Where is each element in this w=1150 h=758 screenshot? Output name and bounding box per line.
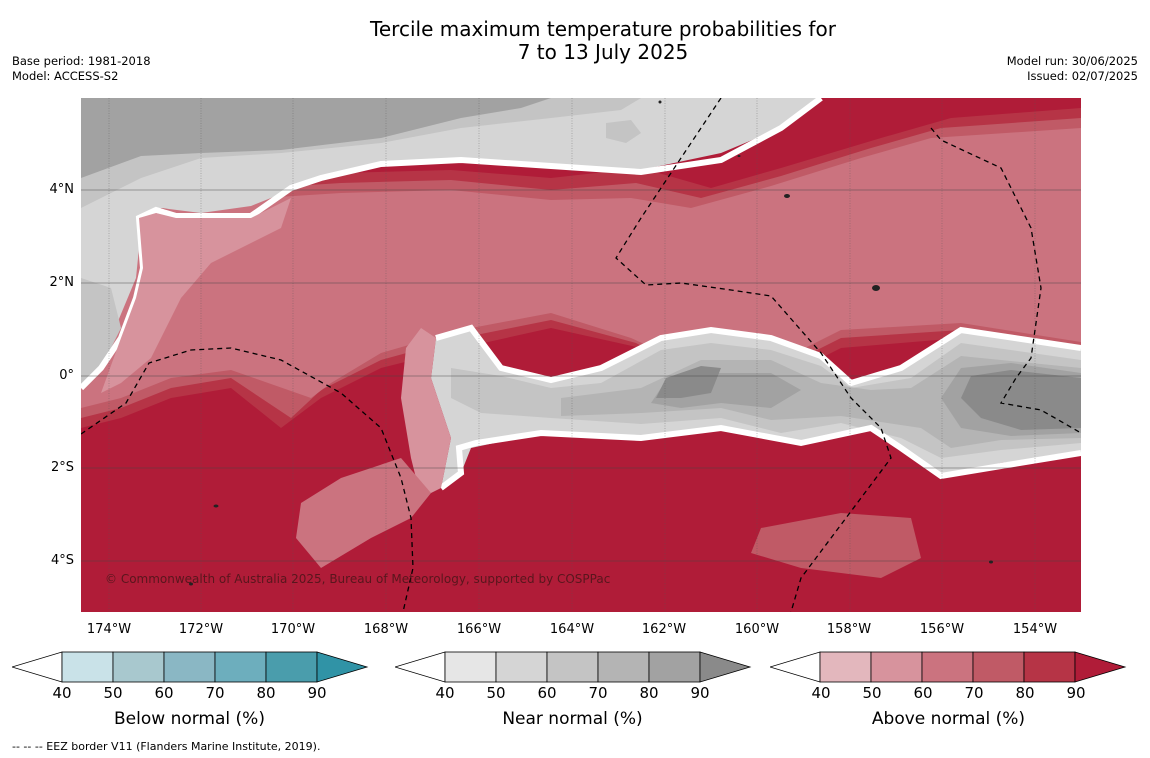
map-latlines (81, 189, 1081, 562)
colorbar-segment (1023, 651, 1076, 683)
colorbar-tick: 50 (486, 684, 506, 702)
eez-borders (81, 98, 1081, 612)
probability-map: © Commonwealth of Australia 2025, Bureau… (81, 98, 1081, 612)
meta-left: Base period: 1981-2018 Model: ACCESS-S2 (12, 54, 151, 84)
colorbar-left-arrow (10, 651, 63, 683)
lon-label-166w: 166°W (456, 622, 502, 637)
issued-date: Issued: 02/07/2025 (1027, 69, 1138, 83)
colorbar-above-normal (768, 650, 1130, 688)
colorbar-tick: 80 (256, 684, 276, 702)
colorbar-below-normal (10, 650, 372, 688)
colorbar-segment (648, 651, 701, 683)
lat-label-2s: 2°S (50, 460, 74, 475)
lon-label-154w: 154°W (1012, 622, 1058, 637)
colorbar-segment (972, 651, 1025, 683)
colorbar-tick: 50 (862, 684, 882, 702)
model-run: Model run: 30/06/2025 (1006, 54, 1138, 68)
colorbar-tick: 70 (588, 684, 608, 702)
colorbar-below-svg (10, 651, 369, 683)
title-line-2: 7 to 13 July 2025 (517, 40, 689, 64)
lon-label-170w: 170°W (270, 622, 316, 637)
colorbar-segment (546, 651, 599, 683)
colorbar-tick: 70 (964, 684, 984, 702)
colorbar-tick: 80 (1015, 684, 1035, 702)
near-above-boundary-north (81, 98, 823, 391)
lon-label-164w: 164°W (549, 622, 595, 637)
colorbar-tick: 40 (811, 684, 831, 702)
colorbar-tick: 70 (205, 684, 225, 702)
colorbar-segment (495, 651, 548, 683)
near-normal-north (81, 98, 821, 388)
colorbar-segment (163, 651, 216, 683)
above-50-band-north (101, 198, 291, 393)
lon-label-172w: 172°W (178, 622, 224, 637)
colorbar-tick: 60 (154, 684, 174, 702)
base-period: Base period: 1981-2018 (12, 54, 151, 68)
lon-label-156w: 156°W (919, 622, 965, 637)
above-70-band-southeast (751, 513, 921, 578)
colorbar-right-arrow (316, 651, 369, 683)
colorbar-segment (597, 651, 650, 683)
map-title: Tercile maximum temperature probabilitie… (0, 18, 1150, 64)
near-normal-north-east-blob (606, 120, 641, 143)
colorbar-near-svg (393, 651, 752, 683)
islands (189, 100, 993, 586)
colorbar-above-svg (768, 651, 1127, 683)
above-60-band-south (296, 458, 431, 568)
colorbar-tick: 80 (639, 684, 659, 702)
near-normal-north-80 (81, 98, 551, 178)
colorbar-segment (870, 651, 923, 683)
lat-label-2n: 2°N (49, 275, 75, 290)
lat-label-4s: 4°S (50, 553, 74, 568)
meta-right: Model run: 30/06/2025 Issued: 02/07/2025 (1007, 54, 1138, 84)
lon-label-160w: 160°W (734, 622, 780, 637)
lon-label-158w: 158°W (826, 622, 872, 637)
colorbar-near-normal (393, 650, 755, 688)
colorbar-segment (61, 651, 114, 683)
lon-label-174w: 174°W (86, 622, 132, 637)
map-svg (81, 98, 1081, 612)
colorbar-segment (444, 651, 497, 683)
colorbar-near-label: Near normal (%) (502, 709, 643, 729)
colorbar-tick: 60 (537, 684, 557, 702)
colorbar-tick: 40 (52, 684, 72, 702)
colorbar-segment (265, 651, 318, 683)
colorbar-tick: 40 (435, 684, 455, 702)
colorbar-tick: 60 (913, 684, 933, 702)
lon-label-162w: 162°W (641, 622, 687, 637)
map-gridlines (108, 98, 1036, 612)
colorbar-segment (921, 651, 974, 683)
colorbar-segment (819, 651, 872, 683)
copyright-text: © Commonwealth of Australia 2025, Bureau… (105, 572, 611, 586)
colorbar-tick: 90 (1066, 684, 1086, 702)
colorbar-above-label: Above normal (%) (871, 709, 1026, 729)
model-name: Model: ACCESS-S2 (12, 69, 119, 83)
colorbar-left-arrow (393, 651, 446, 683)
near-above-boundary-central (435, 324, 1081, 491)
near-normal-central-90 (656, 366, 1081, 430)
above-50-band-central (401, 328, 451, 498)
near-normal-north-west-strip (81, 278, 121, 388)
lon-label-168w: 168°W (363, 622, 409, 637)
colorbar-tick: 50 (103, 684, 123, 702)
colorbar-segment (112, 651, 165, 683)
colorbar-right-arrow (1074, 651, 1127, 683)
colorbar-tick: 90 (307, 684, 327, 702)
colorbar-tick: 90 (690, 684, 710, 702)
eez-footnote: -- -- -- EEZ border V11 (Flanders Marine… (12, 740, 321, 753)
lat-label-4n: 4°N (49, 182, 75, 197)
above-60-band (81, 128, 1081, 408)
colorbar-left-arrow (768, 651, 821, 683)
colorbar-right-arrow (699, 651, 752, 683)
lat-label-eq: 0° (59, 368, 74, 383)
title-line-1: Tercile maximum temperature probabilitie… (370, 17, 836, 41)
colorbar-below-label: Below normal (%) (114, 709, 265, 729)
colorbar-segment (214, 651, 267, 683)
